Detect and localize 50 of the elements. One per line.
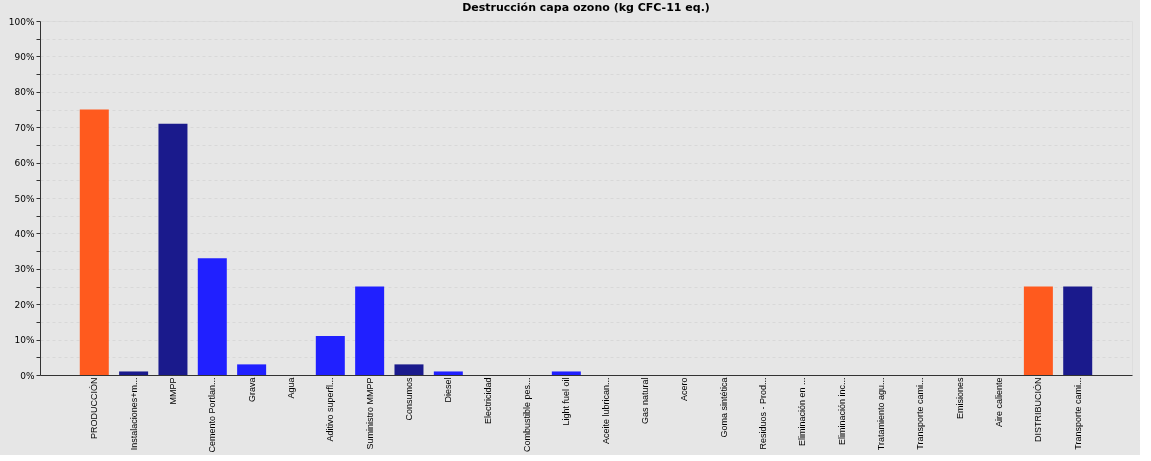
x-tick-label: Suministro MMPP [364,377,375,450]
bar [394,364,424,375]
x-tick-label: Eliminación inc... [836,377,847,446]
x-tick-label: PRODUCCIÓN [89,377,100,440]
x-tick-label: Instalaciones+m... [128,377,139,451]
x-tick-label: Aceite lubrican... [600,377,611,445]
y-tick-label: 20% [14,299,35,310]
chart-title: Destrucción capa ozono (kg CFC-11 eq.) [462,1,710,14]
x-tick-label: Combustible pes... [521,377,532,453]
bar [119,371,149,375]
y-tick-label: 30% [14,264,35,275]
bar [197,258,227,375]
y-tick-label: 50% [14,193,35,204]
x-tick-label: Aire caliente [994,377,1005,428]
bar [1023,286,1053,375]
x-tick-label: Agua [285,377,296,399]
y-tick-label: 80% [14,87,35,98]
x-tick-label: Emisiones [954,377,965,420]
x-tick-label: DISTRIBUCIÓN [1033,377,1044,443]
bar [1063,286,1093,375]
y-tick-label: 70% [14,122,35,133]
bar [433,371,463,375]
x-tick-label: Grava [246,377,257,403]
bar [315,336,345,375]
y-tick-label: 60% [14,158,35,169]
bar [355,286,385,375]
x-tick-label: Residuos - Prod... [758,377,769,450]
y-tick-label: 100% [8,16,35,27]
x-tick-label: Transporte cami... [915,377,926,450]
x-tick-label: Tratamiento agu... [876,377,887,451]
bar [237,364,267,375]
x-tick-label: Diesel [443,377,454,403]
y-tick-label: 10% [14,335,35,346]
x-tick-label: Eliminación en ... [797,377,808,447]
x-tick-label: Electricidad [482,377,493,425]
y-tick-label: 0% [20,370,35,381]
bar [551,371,581,375]
x-tick-label: Gas natural [640,377,651,425]
y-tick-label: 40% [14,228,35,239]
x-tick-label: Aditivo superfl... [325,377,336,442]
bar [158,123,188,375]
y-tick-label: 90% [14,51,35,62]
x-tick-label: Light fuel oil [561,377,572,426]
x-tick-label: Acero [679,377,690,402]
x-tick-label: Cemento Portlan... [207,377,218,453]
x-tick-label: MMPP [167,377,178,405]
x-tick-label: Transporte cami... [1072,377,1083,450]
bar [79,109,109,375]
x-tick-label: Goma sintética [718,377,729,438]
x-tick-label: Consumos [403,377,414,421]
